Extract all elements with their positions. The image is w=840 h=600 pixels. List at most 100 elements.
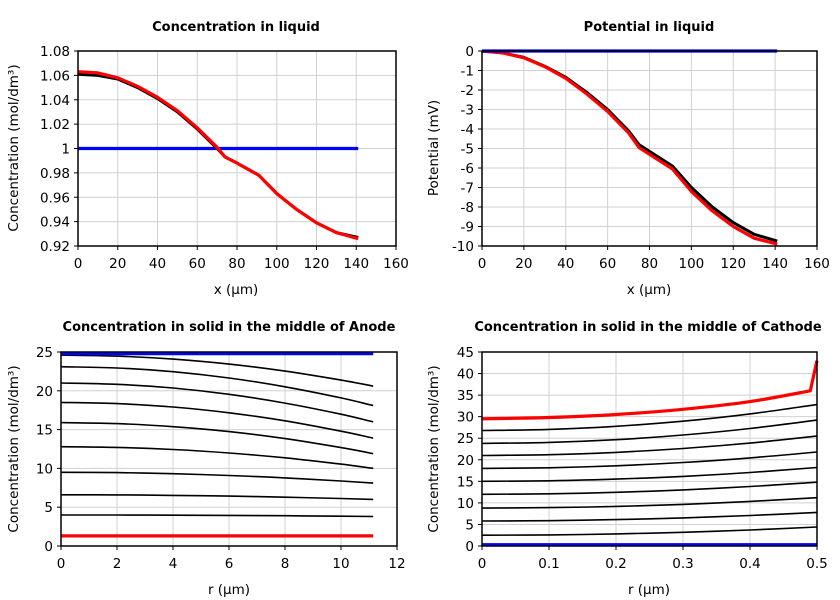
y-tick-label: 30 [457, 410, 474, 426]
x-tick-label: 40 [557, 256, 574, 272]
series-line-0 [481, 403, 818, 432]
y-tick-label: 25 [457, 431, 474, 447]
plot-frame [481, 351, 818, 547]
x-axis-label: r (µm) [628, 582, 670, 598]
y-tick-label: 0.94 [40, 215, 70, 231]
series-line-6 [60, 471, 374, 484]
series-line-5 [481, 481, 818, 496]
y-tick-label: -6 [461, 161, 474, 177]
series-line-8 [61, 514, 374, 518]
x-tick-label: 20 [109, 256, 126, 272]
y-tick-label: -5 [461, 142, 474, 158]
series-line-2 [60, 382, 374, 423]
x-tick-label: 20 [515, 256, 532, 272]
plot-frame [77, 50, 397, 247]
y-tick-label: 20 [457, 453, 474, 469]
y-tick-label: 1.04 [40, 93, 70, 109]
x-tick-label: 0.5 [806, 556, 827, 572]
x-tick-label: 10 [332, 556, 349, 572]
series-group [481, 360, 819, 547]
x-axis-label: r (µm) [208, 582, 250, 598]
series-line-7 [60, 494, 374, 501]
series-line-8 [481, 526, 818, 536]
series-line-0 [60, 354, 374, 387]
x-tick-label: 8 [281, 556, 290, 572]
x-tick-label: 80 [228, 256, 245, 272]
x-tick-label: 80 [641, 256, 658, 272]
plot-potential-liquid: Potential in liquid x (µm) Potential (mV… [426, 20, 830, 298]
x-tick-label: 4 [169, 556, 178, 572]
y-tick-label: 20 [36, 384, 53, 400]
x-tick-label: 0.3 [672, 556, 693, 572]
y-tick-label: -3 [461, 103, 474, 119]
x-tick-label: 0.1 [538, 556, 559, 572]
x-tick-label: 120 [720, 256, 746, 272]
x-tick-label: 12 [388, 556, 405, 572]
x-tick-label: 60 [189, 256, 206, 272]
y-tick-label: 10 [36, 461, 53, 477]
plot-title: Concentration in liquid [152, 20, 320, 35]
y-tick-label: 40 [457, 367, 474, 383]
y-tick-label: 1 [61, 142, 70, 158]
y-tick-label: 15 [457, 474, 474, 490]
x-tick-label: 60 [599, 256, 616, 272]
plot-title: Potential in liquid [584, 20, 715, 35]
y-axis-label: Concentration (mol/dm³) [426, 365, 442, 532]
x-axis-label: x (µm) [627, 282, 672, 298]
y-tick-label: 1.06 [40, 68, 70, 84]
series-line-1 [481, 419, 818, 445]
y-tick-label: 0 [465, 44, 474, 60]
y-tick-label: 5 [465, 517, 474, 533]
grid [481, 50, 818, 247]
y-tick-label: 35 [457, 388, 474, 404]
plot-solid-cathode: Concentration in solid in the middle of … [426, 320, 828, 598]
x-tick-label: 0.4 [739, 556, 760, 572]
grid [481, 351, 818, 547]
y-tick-label: -2 [461, 83, 474, 99]
series-line-4 [481, 466, 818, 483]
series-line-7 [481, 511, 818, 522]
y-tick-label: 45 [457, 345, 474, 361]
plot-frame [481, 50, 818, 247]
x-tick-label: 0 [478, 556, 487, 572]
plot-solid-anode: Concentration in solid in the middle of … [6, 320, 406, 598]
x-tick-label: 120 [304, 256, 330, 272]
x-tick-label: 0 [478, 256, 487, 272]
x-tick-label: 100 [264, 256, 290, 272]
x-tick-label: 140 [343, 256, 369, 272]
y-tick-label: 0 [465, 539, 474, 555]
y-axis-label: Concentration (mol/dm³) [6, 365, 22, 532]
plot-title: Concentration in solid in the middle of … [474, 320, 822, 335]
series-line-3 [60, 401, 374, 439]
x-tick-label: 160 [383, 256, 409, 272]
y-tick-label: 1.08 [40, 44, 70, 60]
series-line-4 [60, 421, 374, 455]
y-tick-label: 0.96 [40, 190, 70, 206]
y-tick-label: -10 [452, 239, 474, 255]
y-tick-label: -7 [461, 181, 474, 197]
x-tick-label: 0 [74, 256, 83, 272]
y-tick-label: 1.02 [40, 117, 70, 133]
series-line-1 [481, 49, 778, 246]
y-tick-label: -4 [461, 122, 474, 138]
y-tick-label: -9 [461, 220, 474, 236]
series-group [60, 352, 374, 538]
y-tick-label: 10 [457, 496, 474, 512]
y-tick-label: -1 [461, 64, 474, 80]
x-tick-label: 40 [149, 256, 166, 272]
x-tick-label: 0.2 [605, 556, 626, 572]
x-tick-label: 6 [225, 556, 234, 572]
y-axis-label: Potential (mV) [426, 100, 442, 196]
y-tick-label: 0 [44, 539, 53, 555]
y-tick-label: 0.92 [40, 239, 70, 255]
y-tick-label: 0.98 [40, 166, 70, 182]
series-line-2 [77, 70, 359, 241]
series-line-5 [60, 445, 374, 470]
plot-title: Concentration in solid in the middle of … [63, 320, 396, 335]
series-line-9 [481, 360, 819, 421]
y-tick-label: 5 [44, 500, 53, 516]
y-tick-label: 15 [36, 423, 53, 439]
series-line-6 [481, 496, 818, 509]
x-axis-label: x (µm) [214, 282, 259, 298]
